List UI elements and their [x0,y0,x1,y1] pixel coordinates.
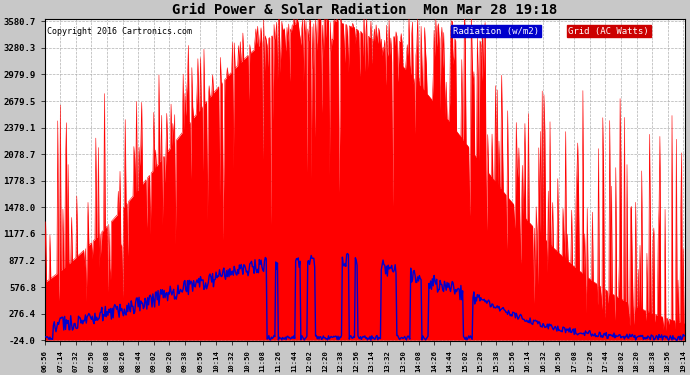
Text: Grid (AC Watts): Grid (AC Watts) [569,27,649,36]
Text: Radiation (w/m2): Radiation (w/m2) [453,27,539,36]
Text: Copyright 2016 Cartronics.com: Copyright 2016 Cartronics.com [47,27,192,36]
Title: Grid Power & Solar Radiation  Mon Mar 28 19:18: Grid Power & Solar Radiation Mon Mar 28 … [172,3,558,18]
